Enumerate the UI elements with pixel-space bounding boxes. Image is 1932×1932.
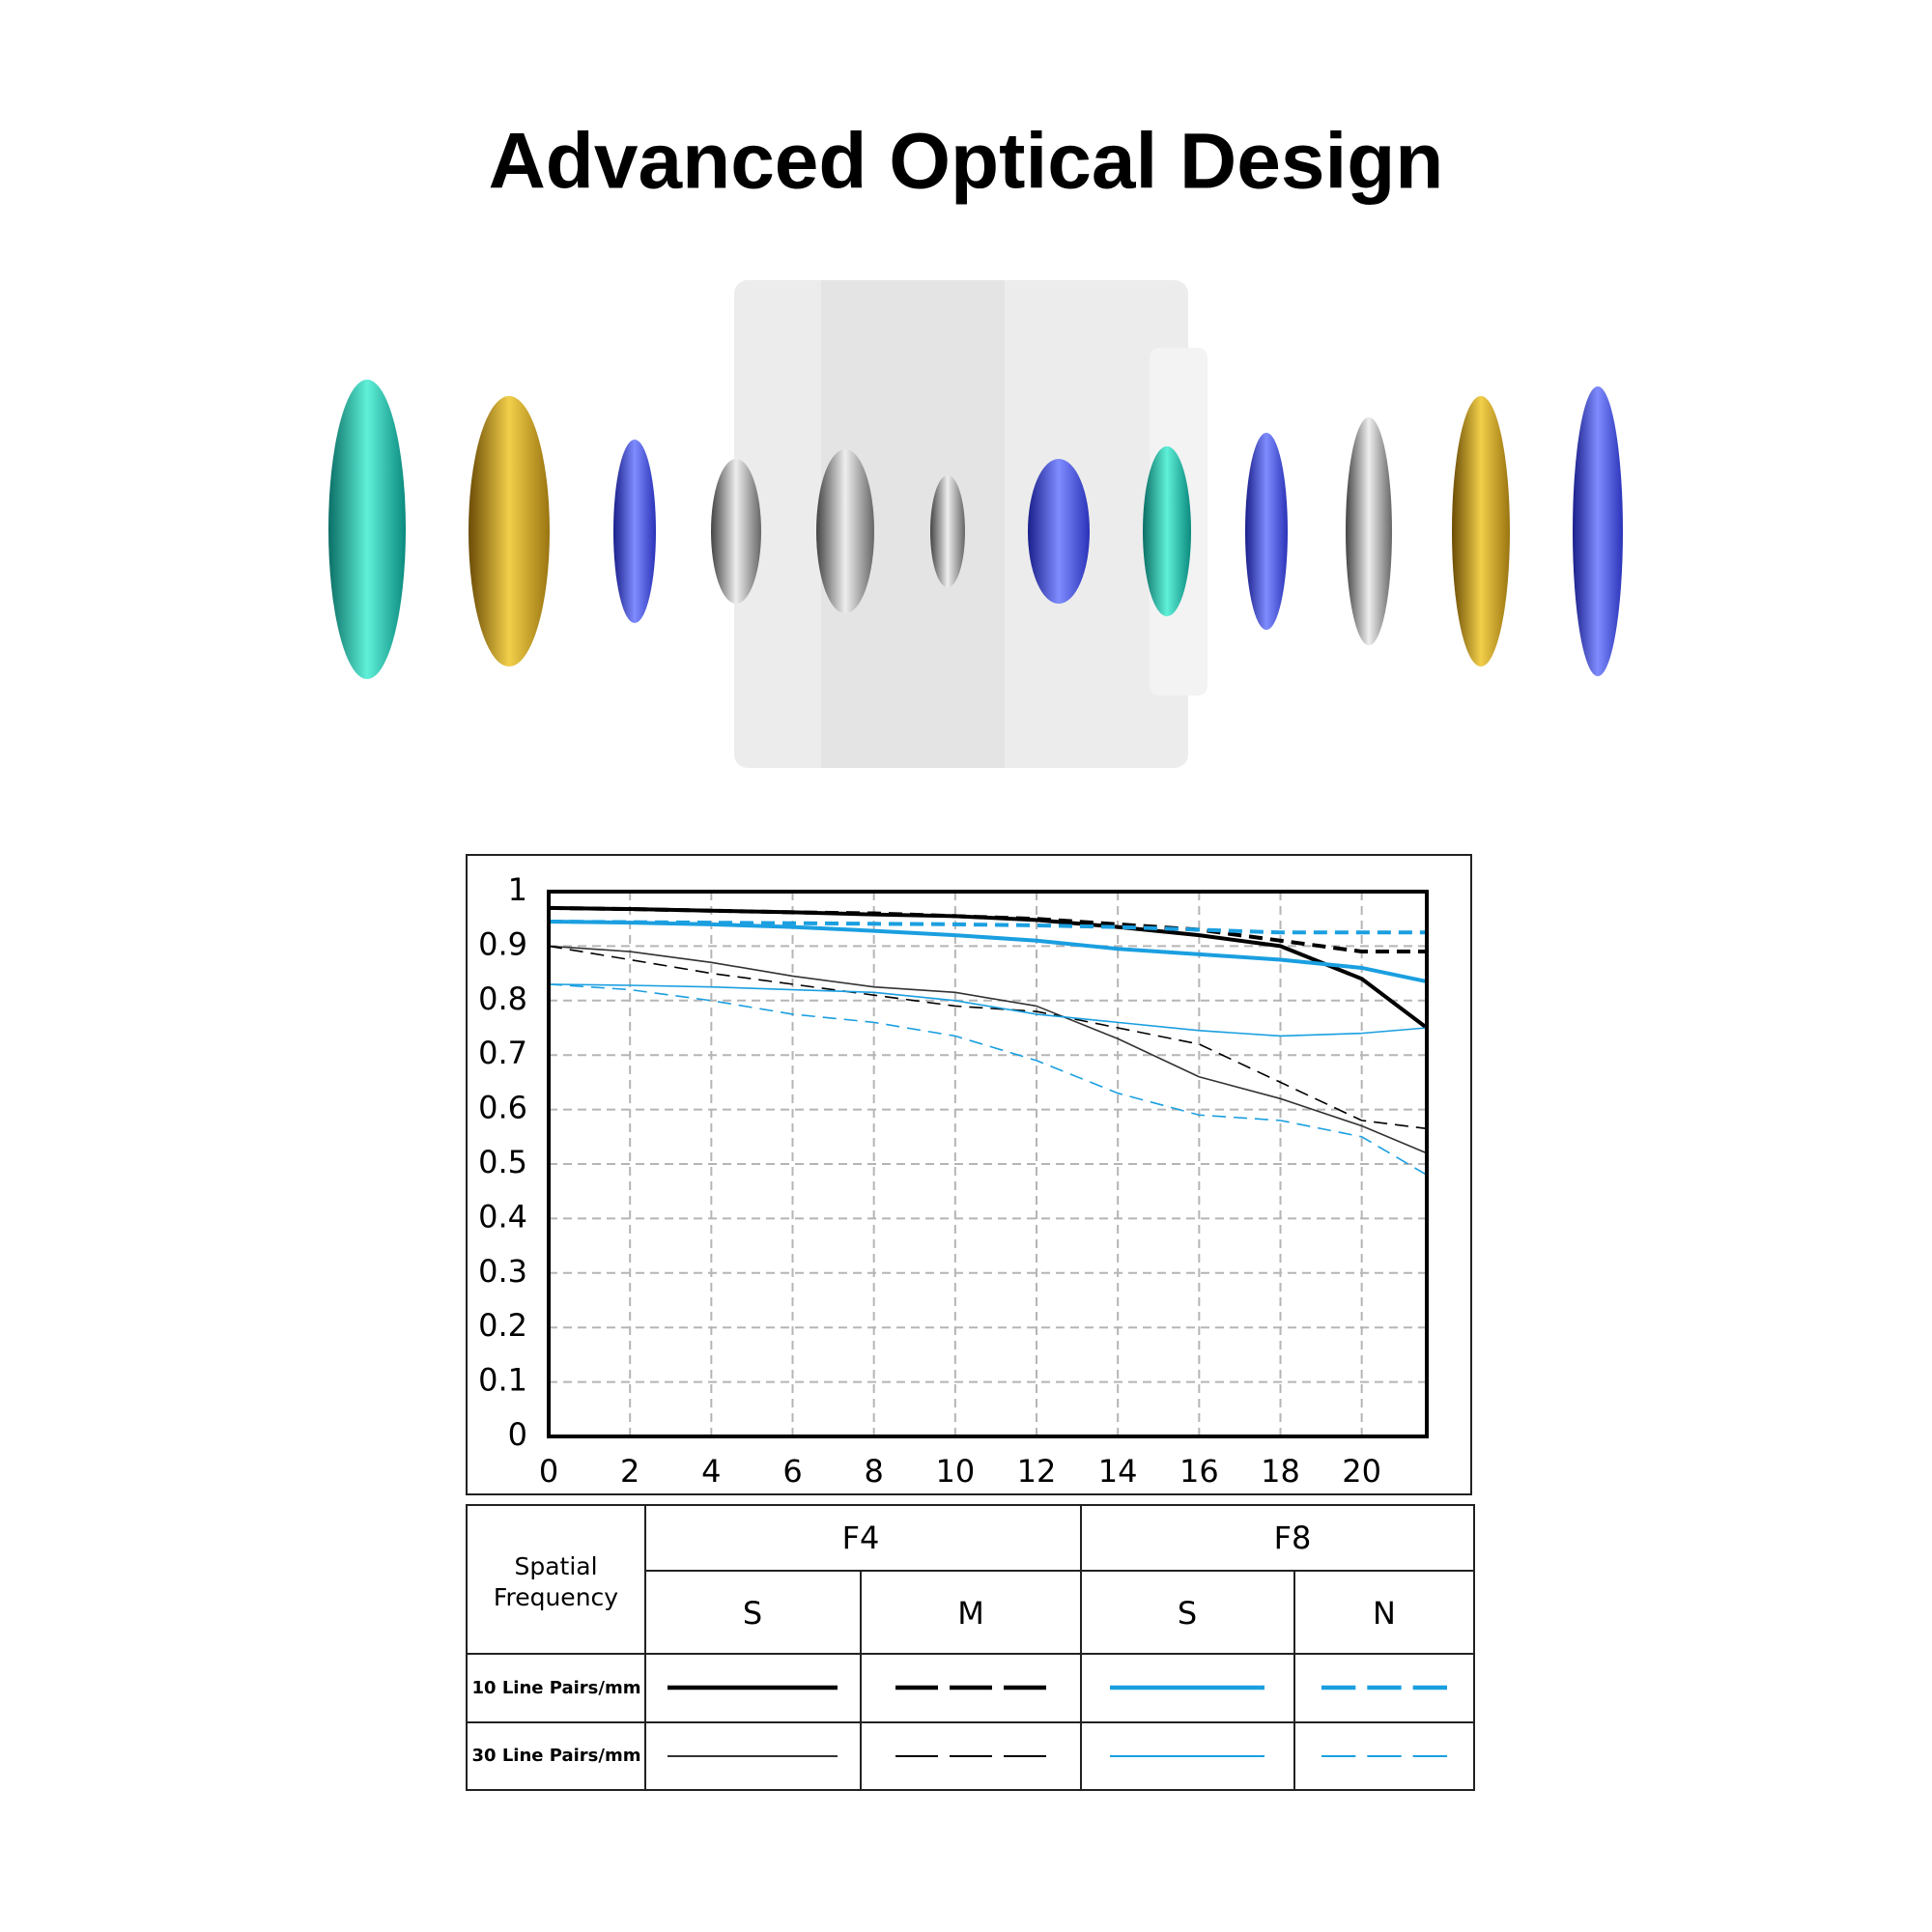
row-header: Spatial Frequency	[493, 1552, 619, 1611]
row-header-cell: Spatial Frequency	[493, 1552, 619, 1611]
y-tick-label: 0.5	[478, 1144, 527, 1180]
y-tick-label: 0.7	[478, 1035, 527, 1071]
mtf-line	[548, 945, 1428, 1154]
mtf-line	[548, 983, 1428, 1176]
page-title: Advanced Optical Design	[489, 118, 1444, 206]
x-tick-label: 0	[539, 1453, 558, 1490]
y-tick-label: 0.4	[478, 1198, 527, 1235]
x-tick-label: 20	[1342, 1453, 1381, 1490]
x-tick-label: 14	[1098, 1453, 1138, 1490]
chart-frame	[466, 854, 1472, 1495]
x-tick-label: 2	[620, 1453, 639, 1490]
y-tick-label: 0.1	[478, 1362, 527, 1399]
y-tick-label: 0	[508, 1416, 527, 1453]
column-header: N	[1373, 1595, 1396, 1632]
y-tick-label: 0.9	[478, 925, 527, 962]
plot-area: 00.10.20.30.40.50.60.70.80.910 2 4 6 8 10 12 14…	[478, 871, 1429, 1490]
mtf-line	[548, 983, 1428, 1037]
row-label: 30 Line Pairs/mm	[472, 1746, 641, 1766]
column-header: S	[743, 1595, 762, 1632]
x-tick-label: 4	[701, 1453, 721, 1490]
mtf-line	[548, 920, 1427, 935]
legend-table: Spatial Frequency F4 F8 S M S N 10 Line …	[466, 1504, 1475, 1791]
x-tick-label: 8	[864, 1453, 883, 1490]
row-label: 10 Line Pairs/mm	[472, 1678, 641, 1698]
y-tick-label: 0.2	[478, 1307, 527, 1344]
plot-border	[547, 890, 1429, 1438]
x-tick-label: 10	[935, 1453, 975, 1490]
y-tick-label: 0.3	[478, 1253, 527, 1290]
group-header: F4	[842, 1520, 880, 1556]
x-tick-label: 12	[1017, 1453, 1057, 1490]
column-header: M	[957, 1595, 984, 1632]
x-tick-label: 18	[1261, 1453, 1300, 1490]
mtf-line	[548, 945, 1428, 1130]
column-header: S	[1178, 1595, 1197, 1632]
lens-illustration	[328, 280, 1623, 768]
y-tick-label: 0.6	[478, 1090, 527, 1126]
x-tick-label: 16	[1179, 1453, 1219, 1490]
x-tick-label: 6	[782, 1453, 802, 1490]
group-header: F8	[1274, 1520, 1312, 1556]
mtf-line	[548, 905, 1427, 954]
y-tick-label: 0.8	[478, 980, 527, 1017]
y-tick-label: 1	[508, 871, 527, 908]
